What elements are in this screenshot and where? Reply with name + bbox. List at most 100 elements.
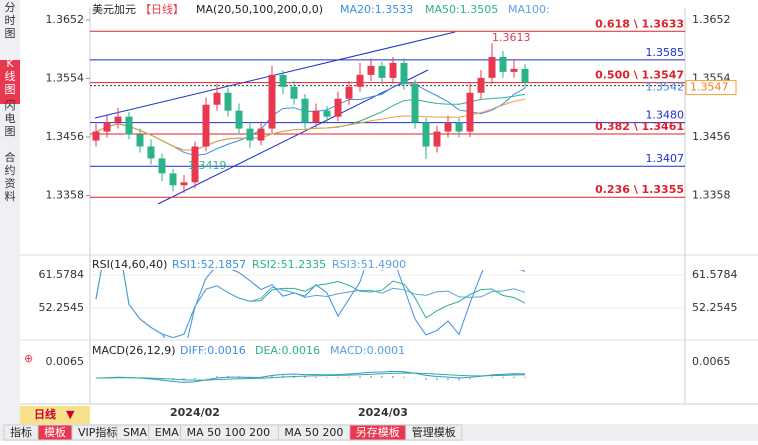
tab[interactable]: VIP指标 [78,425,117,439]
candle-body [257,128,265,141]
ma-line [95,82,526,156]
rsi-title: RSI(14,60,40) [92,258,167,271]
candle-body [158,158,166,174]
macd-icon: ⊕ [24,352,33,365]
rsi-tick: 52.2545 [692,301,738,314]
price-box-label: 1.3547 [690,81,729,94]
fib-label: 0.500 \ 1.3547 [595,69,684,82]
tab[interactable]: SMA [123,426,147,439]
trend-line [157,69,429,205]
diff: DIFF:0.0016 [180,344,246,357]
candle-body [356,74,364,87]
side-tab[interactable]: 合约资料 [5,150,16,203]
macd-bar [513,376,515,378]
period-button-bg [20,406,90,424]
candle-body [345,86,353,99]
ma100: MA100: [508,3,550,16]
macd-bar [480,378,482,379]
candle-body [191,146,199,183]
candle-body [136,134,144,147]
candle-body [488,56,496,78]
candle-body [279,74,287,87]
rsi-line [95,270,526,338]
macd-bar [359,376,361,378]
candle-body [246,128,254,141]
y-tick-label: 1.3652 [692,13,731,26]
dea: DEA:0.0016 [255,344,320,357]
macd-bar [436,378,438,381]
macd-bar [469,378,471,380]
tab[interactable]: 指标 [10,425,32,439]
macd-bar [392,376,394,378]
macd-bar [370,376,372,378]
macd-bar [458,378,460,381]
macd-bar [304,376,306,378]
side-tab[interactable]: 分时图 [5,1,16,40]
macd-bar [425,378,427,380]
tab-bg [405,424,463,441]
candle-body [411,83,419,123]
candle-body [433,131,441,147]
tab[interactable]: 管理模板 [412,425,456,439]
macd-bar [381,376,383,378]
fib-label: 1.3585 [646,46,685,59]
candle-body [125,116,133,135]
rsi-tick: 61.5784 [692,268,738,281]
macd-bar [95,378,97,379]
tab[interactable]: 模板 [44,425,66,439]
low-label: 1.3419 [188,159,227,172]
side-tab[interactable]: 闪电图 [5,98,16,138]
macd-bar [271,375,273,378]
macd-bar [315,376,317,378]
ma50: MA50:1.3505 [425,3,498,16]
period-button[interactable]: 日线 [34,407,56,421]
candle-body [312,110,320,123]
dropdown-arrow[interactable]: ▼ [66,408,75,421]
dea-line [95,372,526,381]
rsi-tick: 52.2545 [39,301,85,314]
candle-body [389,62,397,78]
fib-label: 0.382 \ 1.3461 [595,120,684,133]
candle-body [169,173,177,186]
ma-title: MA(20,50,100,200,0,0) [196,3,323,16]
candle-body [301,98,309,123]
tab[interactable]: EMA [155,426,179,439]
y-tick-label: 1.3456 [46,130,85,143]
candle-body [103,122,111,132]
price-box [685,80,737,96]
rsi-line [95,270,526,338]
last-price-label: 1.3542 [646,81,685,94]
candle-body [92,131,100,141]
candle-body [477,77,485,93]
side-tab[interactable]: K 线图 [5,57,16,96]
candle-body [444,122,452,132]
rsi1: RSI1:52.1857 [172,258,246,271]
symbol: 美元加元 [92,3,136,16]
tab[interactable]: 另存模板 [356,425,400,439]
macd-bar [502,376,504,378]
candle-body [235,110,243,129]
candle-body [147,146,155,159]
ma20: MA20:1.3533 [340,3,413,16]
fib-label: 1.3407 [646,152,685,165]
tab[interactable]: MA 50 200 [284,426,343,439]
active-tab-bg [0,60,20,104]
y-tick-label: 1.3652 [46,13,85,26]
candle-body [268,74,276,129]
sidebar [0,0,20,441]
x-label: 2024/02 [170,406,220,419]
macd-bar [216,376,218,378]
candle-body [378,65,386,78]
candle-body [213,92,221,105]
y-tick-label: 1.3358 [692,188,731,201]
ma-line [95,98,526,151]
macd-bar [414,378,416,379]
tab[interactable]: MA 50 100 200 [187,426,271,439]
macd-tick: 0.0065 [692,355,731,368]
rsi2: RSI2:51.2335 [252,258,326,271]
rsi3: RSI3:51.4900 [332,258,406,271]
diff-line [95,370,526,383]
candle-body [334,98,342,117]
